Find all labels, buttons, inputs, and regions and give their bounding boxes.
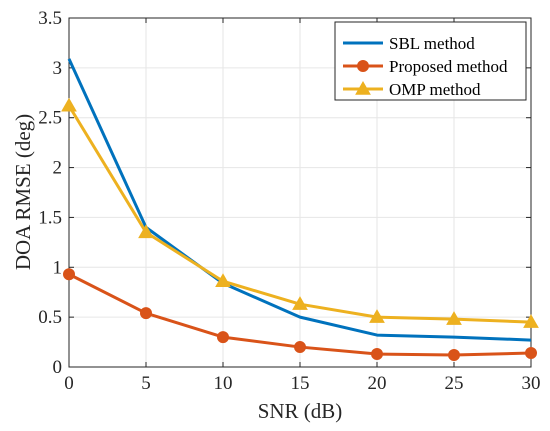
data-point [215,273,231,287]
y-tick-label: 2 [53,158,63,179]
y-tick-label: 1.5 [38,207,62,228]
tick-labels: 0 5 10 15 20 25 30 0 0.5 1 1.5 2 2.5 3 3.5 [38,8,540,394]
y-axis-label: DOA RMSE (deg) [11,114,35,270]
data-point [294,341,306,354]
x-tick-label: 25 [445,373,464,394]
data-point [63,268,75,281]
legend-entry: SBL method [343,34,475,53]
x-tick-label: 5 [141,373,151,394]
legend-label: Proposed method [389,57,508,76]
legend-entry: OMP method [343,80,481,99]
y-tick-label: 1 [53,257,63,278]
series-proposed-method [63,268,537,362]
legend-label: SBL method [389,34,475,53]
x-axis-label: SNR (dB) [258,399,343,423]
series-omp-method [61,97,539,328]
x-tick-label: 10 [214,373,233,394]
legend-entry: Proposed method [343,57,508,76]
data-point [217,331,229,344]
legend-marker [357,60,369,72]
data-point [140,307,152,320]
x-tick-label: 20 [368,373,387,394]
data-point [61,97,77,112]
legend-label: OMP method [389,80,481,99]
x-tick-label: 0 [64,373,74,394]
y-tick-label: 3.5 [38,8,62,29]
data-point [371,348,383,361]
y-tick-label: 3 [53,58,63,79]
series-layer [61,58,539,362]
legend-marker [355,80,371,95]
data-point [369,309,385,323]
ticks [68,17,532,368]
y-tick-label: 0.5 [38,307,62,328]
data-point [523,314,539,328]
y-tick-label: 2.5 [38,108,62,129]
legend: SBL method Proposed method OMP method [334,21,527,101]
x-tick-label: 15 [291,373,310,394]
data-point [525,347,537,360]
data-point [292,296,308,310]
data-point [138,224,154,239]
legend-box [334,21,527,101]
data-point [446,311,462,325]
x-tick-label: 30 [522,373,541,394]
data-point [448,349,460,362]
y-tick-label: 0 [53,357,63,378]
